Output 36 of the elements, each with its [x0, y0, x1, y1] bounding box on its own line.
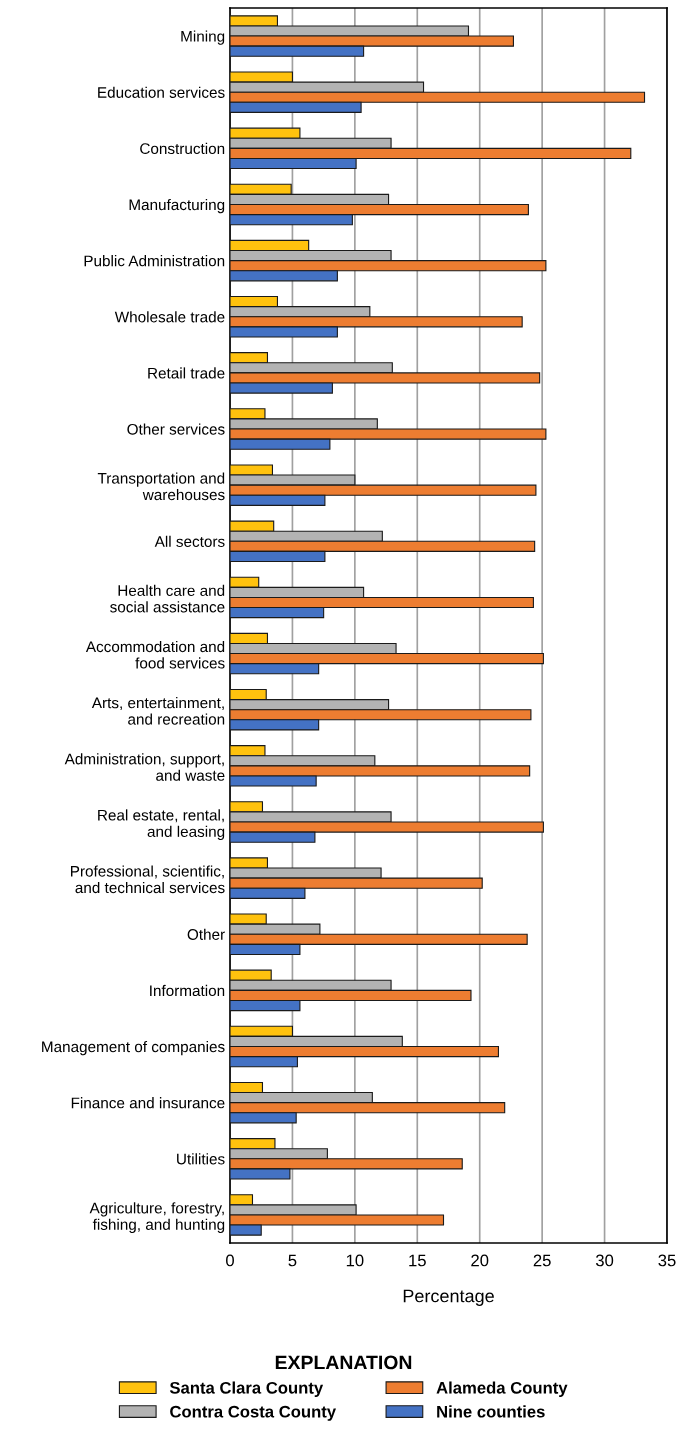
y-tick-label: Arts, entertainment, and recreation [91, 697, 225, 725]
y-tick-label: Other services [127, 423, 225, 435]
y-tick-label: Accommodation and food services [85, 640, 225, 669]
y-tick-label: Real estate, rental, and leasing [98, 809, 225, 841]
legend-label: Alameda County [436, 1381, 568, 1397]
y-tick-label: Mining [181, 30, 225, 45]
legend-label: Santa Clara County [169, 1381, 324, 1397]
y-tick-label: Agriculture, forestry, fishing, and hunting [89, 1202, 225, 1233]
x-tick-label: 35 [658, 1254, 676, 1267]
y-tick-label: Construction [140, 142, 225, 155]
x-tick-label: 30 [595, 1254, 614, 1267]
y-tick-label: Transportation and warehouses [97, 472, 225, 501]
legend-title: EXPLANATION [275, 1355, 412, 1370]
y-tick-label: Wholesale trade [114, 311, 225, 323]
legend-label: Nine counties [437, 1405, 545, 1418]
legend-label: Contra Costa County [170, 1405, 336, 1421]
y-tick-label: Professional, scientific, and technical services [71, 865, 225, 894]
y-tick-label: Information [150, 984, 225, 997]
x-tick-label: 0 [226, 1254, 234, 1267]
y-tick-label: Education services [98, 86, 225, 98]
y-tick-label: Management of companies [42, 1040, 225, 1056]
y-tick-label: All sectors [154, 535, 225, 547]
x-axis-title: Percentage [403, 1289, 494, 1306]
x-tick-label: 15 [409, 1254, 426, 1267]
y-tick-label: Public Administration [84, 255, 225, 267]
y-tick-label: Health care and social assistance [110, 584, 225, 613]
y-tick-label: Other [187, 928, 225, 940]
y-tick-label: Finance and insurance [71, 1097, 225, 1109]
y-tick-label: Retail trade [148, 367, 225, 379]
x-tick-label: 5 [288, 1254, 297, 1267]
y-tick-label: Utilities [177, 1153, 225, 1165]
y-tick-label: Manufacturing [129, 198, 225, 214]
x-tick-label: 25 [533, 1254, 551, 1267]
x-tick-label: 20 [471, 1254, 489, 1267]
y-tick-label: Administration, support, and waste [64, 753, 225, 781]
x-tick-label: 10 [346, 1254, 364, 1267]
